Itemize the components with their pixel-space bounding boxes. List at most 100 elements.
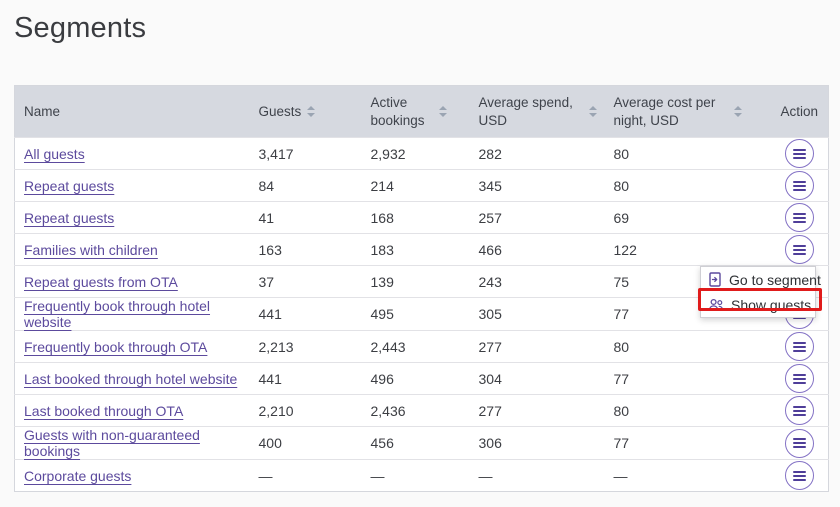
menu-item-show-guests[interactable]: Show guests [701, 292, 815, 317]
average-cost-cell: 122 [613, 241, 637, 258]
show-guests-icon [708, 298, 724, 311]
guests-cell: 37 [258, 273, 275, 290]
segment-name-cell: Repeat guests [15, 202, 253, 234]
row-actions-button[interactable] [784, 332, 814, 361]
column-header-action: Action [770, 85, 829, 138]
average-spend-cell: 243 [478, 273, 502, 290]
guests-cell: 3,417 [258, 145, 294, 162]
segment-link[interactable]: Repeat guests [24, 177, 115, 194]
table-row: Corporate guests — — — — [14, 459, 829, 492]
segment-link[interactable]: Frequently book through OTA [24, 338, 208, 355]
hamburger-icon [792, 212, 806, 223]
average-cost-cell: 80 [613, 402, 630, 419]
row-actions-button[interactable] [784, 203, 814, 232]
active-bookings-cell: 2,443 [370, 338, 406, 355]
go-to-segment-icon [708, 272, 722, 287]
table-row: Last booked through OTA 2,210 2,436 277 80 [14, 394, 829, 427]
average-cost-cell: 80 [613, 177, 630, 194]
segment-link[interactable]: Frequently book through hotel website [24, 298, 211, 330]
action-cell [771, 234, 829, 266]
average-cost-cell: 80 [613, 145, 630, 162]
action-cell [771, 427, 829, 460]
hamburger-icon [792, 244, 806, 255]
row-actions-button[interactable] [784, 461, 814, 490]
action-cell [771, 363, 829, 395]
sort-icon[interactable] [438, 106, 447, 117]
column-header-label: Name [24, 103, 61, 119]
average-spend-cell: — [478, 467, 493, 484]
column-header-average-cost-per-night-usd[interactable]: Average cost per night, USD [605, 85, 771, 138]
table-row: Frequently book through OTA 2,213 2,443 277… [14, 330, 829, 363]
table-row: Repeat guests 84 214 345 80 [14, 169, 829, 202]
segment-name-cell: Repeat guests [15, 170, 253, 202]
average-cost-cell: 69 [613, 209, 630, 226]
column-header-active-bookings[interactable]: Active bookings [364, 85, 471, 138]
average-spend-cell: 305 [478, 306, 502, 322]
active-bookings-cell: 183 [370, 241, 394, 258]
segment-name-cell: Corporate guests [15, 460, 253, 492]
action-cell [771, 395, 829, 427]
sort-icon[interactable] [588, 106, 597, 117]
segment-link[interactable]: Repeat guests [24, 209, 115, 226]
guests-cell: 441 [258, 370, 282, 387]
active-bookings-cell: 496 [370, 370, 394, 387]
segments-page: Segments Name Guests Active bookings Averag… [0, 12, 840, 507]
hamburger-icon [792, 341, 806, 352]
segment-link[interactable]: Families with children [24, 241, 158, 258]
page-title: Segments [14, 12, 147, 44]
average-cost-cell: 80 [613, 338, 630, 355]
segment-name-cell: Families with children [15, 234, 253, 266]
average-cost-cell: — [613, 467, 628, 484]
active-bookings-cell: 495 [370, 306, 394, 322]
average-cost-cell: 77 [613, 370, 630, 387]
row-actions-button[interactable] [784, 428, 814, 458]
hamburger-icon [792, 438, 806, 448]
table-row: Families with children 163 183 466 122 [14, 233, 829, 266]
average-spend-cell: 345 [478, 177, 502, 194]
row-actions-button[interactable] [784, 396, 814, 425]
column-header-label: Action [780, 103, 819, 119]
guests-cell: 2,210 [258, 402, 294, 419]
table-row: Repeat guests from OTA 37 139 243 75 [14, 265, 829, 298]
column-header-guests[interactable]: Guests [252, 85, 365, 138]
average-spend-cell: 466 [478, 241, 502, 258]
active-bookings-cell: 456 [370, 435, 394, 451]
hamburger-icon [792, 180, 806, 191]
row-actions-button[interactable] [784, 139, 814, 168]
active-bookings-cell: — [370, 467, 385, 484]
row-actions-button[interactable] [784, 364, 814, 393]
sort-icon[interactable] [307, 105, 316, 117]
menu-item-go-to-segment[interactable]: Go to segment [701, 267, 821, 292]
table-header-row: Name Guests Active bookings Average spend, … [14, 85, 829, 138]
column-header-name: Name [14, 85, 253, 138]
active-bookings-cell: 139 [370, 273, 394, 290]
guests-cell: 84 [258, 177, 275, 194]
average-spend-cell: 277 [478, 402, 502, 419]
segment-link[interactable]: Corporate guests [24, 467, 132, 484]
segment-link[interactable]: Last booked through OTA [24, 402, 184, 419]
action-cell [771, 138, 829, 170]
guests-cell: 400 [258, 435, 282, 451]
segment-link[interactable]: All guests [24, 145, 85, 162]
segment-name-cell: Frequently book through hotel website [15, 298, 253, 331]
column-header-label: Guests [258, 103, 302, 119]
segment-link[interactable]: Last booked through hotel website [24, 370, 238, 387]
average-cost-cell: 77 [613, 306, 630, 322]
action-cell [771, 331, 829, 363]
action-cell [771, 460, 829, 492]
segment-link[interactable]: Repeat guests from OTA [24, 273, 178, 290]
table-row: Guests with non-guaranteed bookings 400 45… [14, 426, 829, 460]
row-actions-button[interactable] [784, 235, 814, 264]
table-row: Last booked through hotel website 441 496 3… [14, 362, 829, 395]
guests-cell: — [258, 467, 273, 484]
column-header-average-spend-usd[interactable]: Average spend, USD [470, 85, 606, 138]
row-actions-button[interactable] [784, 171, 814, 200]
segment-link[interactable]: Guests with non-guaranteed bookings [24, 427, 200, 459]
menu-item-label: Go to segment [729, 271, 821, 288]
sort-icon[interactable] [733, 106, 742, 117]
active-bookings-cell: 168 [370, 209, 394, 226]
table-row: All guests 3,417 2,932 282 80 [14, 137, 829, 170]
hamburger-icon [792, 373, 806, 384]
active-bookings-cell: 2,932 [370, 145, 406, 162]
action-cell [771, 170, 829, 202]
